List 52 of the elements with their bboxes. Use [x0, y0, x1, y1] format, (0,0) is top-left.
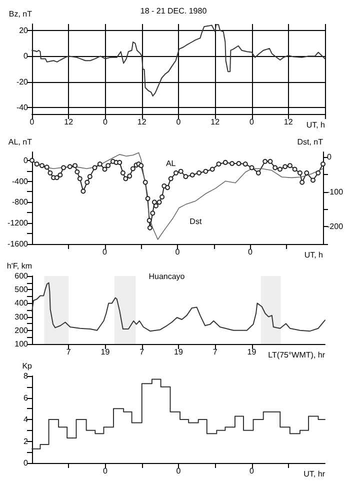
y-tick-label: 200	[14, 326, 29, 335]
x-tick-label: 12	[284, 118, 294, 126]
y-tick-label: -800	[12, 198, 29, 207]
x-tick-label: 0	[176, 466, 182, 476]
x-tick-label: 19	[174, 348, 184, 356]
y-tick-label: 600	[14, 272, 29, 280]
y-axis-title: Bz, nT	[8, 10, 32, 18]
x-tick-label: 0	[175, 248, 180, 256]
x-tick-label: 0	[30, 118, 35, 126]
x-tick-label: 12	[210, 118, 220, 126]
line-series	[32, 282, 326, 332]
x-tick-label: 7	[140, 348, 145, 356]
y2-axis-title: Dst, nT	[297, 138, 324, 146]
x-tick-label: 12	[64, 118, 74, 126]
y-tick-label: -1200	[8, 218, 29, 228]
y-tick-label: 300	[14, 312, 29, 322]
x-axis-title: LT(75°WMT), hr	[268, 350, 326, 360]
y-tick-label: 500	[14, 285, 29, 294]
x-axis-title: UT, hr	[304, 470, 326, 478]
x-tick-label: 0	[248, 248, 254, 256]
x-tick-label: 0	[250, 118, 255, 126]
text: Huancayo	[148, 272, 186, 281]
y2-tick-label: -100	[327, 187, 344, 196]
x-tick-label: 12	[137, 118, 147, 126]
y-tick-label: 400	[14, 298, 29, 308]
x-tick-label: 19	[100, 348, 110, 356]
series-label: Dst	[190, 216, 202, 226]
y-tick-label: -400	[12, 176, 29, 186]
y-tick-label: 4	[24, 415, 29, 424]
x-tick-label: 0	[103, 118, 108, 126]
y-tick-label: -40	[16, 103, 29, 112]
y-axis-title: Kp	[22, 362, 33, 370]
chart-title: 18 - 21 DEC. 1980	[140, 6, 208, 16]
y2-tick-label: -200	[327, 222, 344, 232]
series-label: AL	[166, 159, 176, 168]
x-axis-title: UT, h	[306, 120, 325, 130]
y-tick-label: 8	[24, 372, 29, 380]
x-axis-title: UT, h	[304, 250, 323, 260]
x-tick-label: 0	[250, 466, 255, 476]
x-tick-label: 7	[66, 348, 72, 356]
x-tick-label: 0	[176, 118, 182, 126]
y-tick-label: -20	[16, 77, 29, 86]
y-tick-label: 2	[24, 436, 29, 446]
x-tick-label: 7	[212, 348, 218, 356]
x-tick-label: 19	[247, 348, 257, 356]
y-axis-title: AL, nT	[8, 138, 32, 146]
y-tick-label: 100	[14, 340, 29, 348]
x-tick-label: 0	[102, 248, 108, 256]
y-axis-title: h'F, km	[6, 262, 32, 270]
x-tick-label: 0	[103, 466, 108, 476]
y-tick-label: -1600	[8, 240, 29, 248]
y-tick-label: 20	[19, 26, 29, 35]
